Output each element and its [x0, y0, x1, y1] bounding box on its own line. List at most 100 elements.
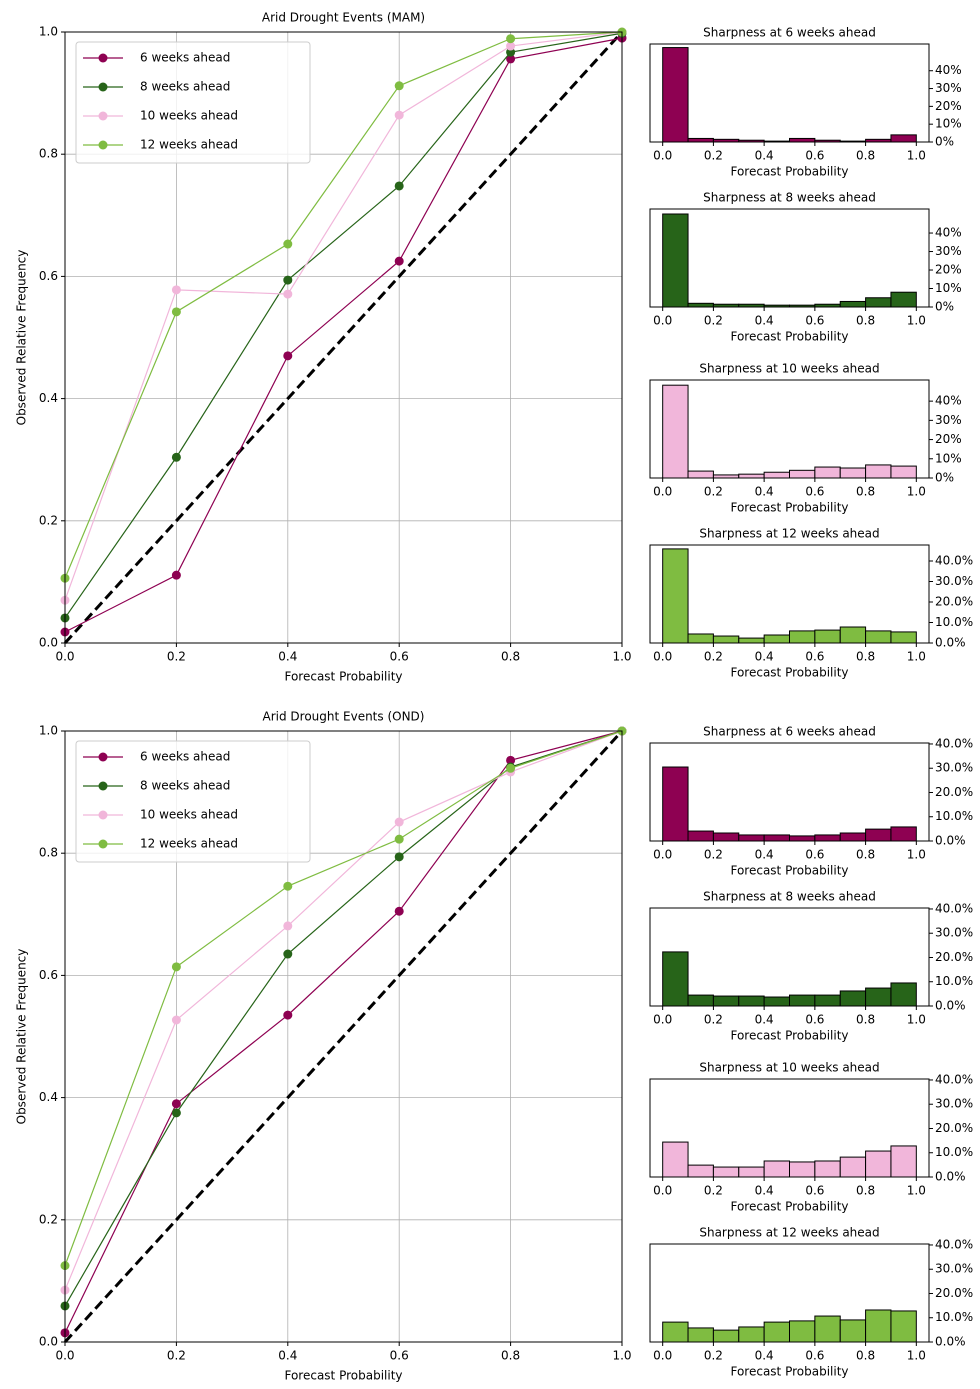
x-tick-label: 0.4 — [755, 485, 774, 499]
x-tick-label: 1.0 — [907, 149, 926, 163]
x-tick-label: 0.0 — [55, 1349, 74, 1363]
x-tick-label: 0.8 — [856, 1013, 875, 1027]
histogram-bar — [662, 47, 689, 143]
x-tick-label: 0.6 — [805, 1184, 824, 1198]
histogram-bar — [865, 828, 892, 842]
histogram-bar — [738, 1326, 765, 1343]
data-point — [506, 755, 516, 765]
legend-marker — [98, 53, 108, 63]
y-tick-label: 0.8 — [39, 147, 58, 161]
data-point — [283, 921, 293, 931]
legend-marker — [98, 111, 108, 121]
chart-title: Sharpness at 8 weeks ahead — [703, 191, 876, 205]
y-tick-label: 40.0% — [935, 901, 973, 915]
y-tick-label: 30.0% — [935, 1097, 973, 1111]
data-point — [506, 41, 516, 51]
x-tick-label: 0.8 — [856, 848, 875, 862]
x-tick-label: 0.2 — [167, 650, 186, 664]
reference-diagonal — [63, 30, 624, 645]
histogram-bar — [738, 995, 765, 1007]
x-axis-label: Forecast Probability — [730, 501, 848, 515]
y-tick-label: 10% — [935, 117, 962, 131]
histogram-bar — [890, 631, 917, 644]
y-tick-label: 10.0% — [935, 615, 973, 629]
data-point — [394, 256, 404, 266]
data-point — [283, 1010, 293, 1020]
data-point — [506, 34, 516, 44]
y-tick-label: 10% — [935, 281, 962, 295]
data-point — [171, 452, 181, 462]
y-tick-label: 0.6 — [39, 968, 58, 982]
y-tick-label: 30.0% — [935, 574, 973, 588]
histogram-bar — [890, 982, 917, 1007]
legend-marker — [98, 82, 108, 92]
y-tick-label: 20.0% — [935, 950, 973, 964]
histogram-bar — [763, 996, 790, 1007]
x-tick-label: 0.0 — [653, 485, 672, 499]
histogram-bar — [789, 835, 816, 842]
histogram-bar — [662, 951, 689, 1007]
y-tick-label: 0.2 — [39, 1212, 58, 1226]
histogram-bar — [662, 384, 689, 479]
x-tick-label: 1.0 — [907, 314, 926, 328]
histogram-bar — [890, 1310, 917, 1343]
x-tick-label: 0.6 — [805, 650, 824, 664]
x-tick-label: 0.6 — [390, 1349, 409, 1363]
x-tick-label: 0.6 — [390, 650, 409, 664]
x-tick-label: 0.0 — [653, 1184, 672, 1198]
histogram-bar — [839, 832, 867, 842]
histogram-bar — [763, 1160, 790, 1178]
y-tick-label: 10.0% — [935, 974, 973, 988]
legend-marker — [98, 752, 108, 762]
histogram-bar — [789, 994, 816, 1007]
histogram-bar — [814, 466, 841, 479]
data-point — [171, 962, 181, 972]
histogram-bar — [865, 987, 892, 1007]
x-tick-label: 0.6 — [805, 149, 824, 163]
histogram-bar — [890, 826, 917, 842]
y-tick-label: 0.0% — [935, 834, 966, 848]
x-tick-label: 0.0 — [653, 848, 672, 862]
y-tick-label: 30% — [935, 81, 962, 95]
legend-marker — [98, 140, 108, 150]
y-tick-label: 20% — [935, 432, 962, 446]
y-tick-label: 20.0% — [935, 1121, 973, 1135]
legend-label: 12 weeks ahead — [140, 138, 238, 152]
x-axis-label: Forecast Probability — [730, 1200, 848, 1214]
x-tick-label: 0.4 — [755, 848, 774, 862]
axes-frame — [649, 742, 930, 842]
x-tick-label: 0.8 — [856, 149, 875, 163]
data-point — [283, 275, 293, 285]
x-axis-label: Forecast Probability — [730, 864, 848, 878]
x-tick-label: 0.4 — [755, 1013, 774, 1027]
x-tick-label: 0.2 — [704, 149, 723, 163]
legend-label: 10 weeks ahead — [140, 109, 238, 123]
y-tick-label: 30.0% — [935, 926, 973, 940]
histogram-bar — [712, 1329, 740, 1343]
x-tick-label: 0.0 — [653, 650, 672, 664]
histogram-bar — [687, 1327, 714, 1343]
histogram-bar — [763, 1321, 790, 1343]
histogram-bar — [890, 465, 917, 479]
chart-title: Sharpness at 10 weeks ahead — [699, 362, 879, 376]
x-tick-label: 0.2 — [704, 314, 723, 328]
x-tick-label: 0.6 — [805, 314, 824, 328]
histogram-bar — [712, 995, 740, 1007]
data-point — [394, 181, 404, 191]
data-point — [171, 1108, 181, 1118]
x-tick-label: 0.4 — [755, 1349, 774, 1363]
y-tick-label: 10% — [935, 451, 962, 465]
x-axis-label: Forecast Probability — [730, 666, 848, 680]
y-tick-label: 30% — [935, 244, 962, 258]
y-tick-label: 30.0% — [935, 761, 973, 775]
legend-label: 12 weeks ahead — [140, 837, 238, 851]
x-tick-label: 1.0 — [907, 848, 926, 862]
data-point — [283, 239, 293, 249]
x-tick-label: 1.0 — [907, 650, 926, 664]
histogram-bar — [890, 1145, 917, 1178]
y-tick-label: 40.0% — [935, 1072, 973, 1086]
series-line — [64, 31, 623, 601]
axes-frame — [649, 1243, 930, 1343]
data-point — [394, 834, 404, 844]
x-tick-label: 0.4 — [278, 1349, 297, 1363]
